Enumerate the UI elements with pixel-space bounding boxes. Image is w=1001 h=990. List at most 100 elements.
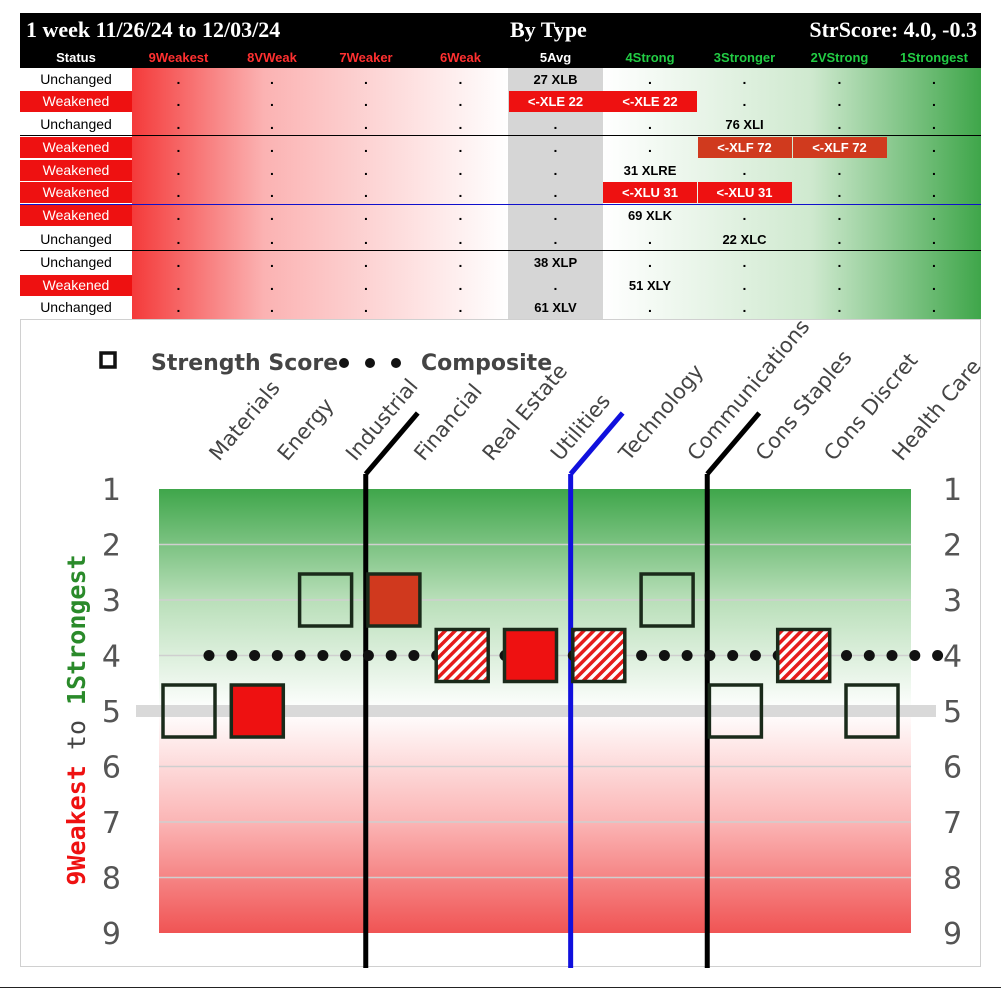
chart-svg: 1 1 2 2 3 3 4 4 5 5 6 6 7 7 8 8 9 9 9Weakest to 1Strongest… <box>62 320 982 968</box>
composite-dot <box>932 650 944 661</box>
empty-cell-dot: . <box>932 299 936 315</box>
empty-cell-dot: . <box>742 277 747 293</box>
y-tick-right: 7 <box>943 806 962 841</box>
empty-cell-dot: . <box>458 71 463 87</box>
empty-cell-dot: . <box>458 277 463 293</box>
empty-cell-dot: . <box>553 184 558 200</box>
y-tick-left: 4 <box>102 640 121 675</box>
group-divider-slant-0 <box>363 411 420 476</box>
average-reference-band <box>136 705 936 717</box>
column-headers: Status 9Weakest 8VWeak 7Weaker 6Weak 5Avg 4Str… <box>20 46 981 68</box>
y-tick-left: 6 <box>102 751 121 786</box>
empty-cell-dot: . <box>270 93 274 109</box>
empty-cell-dot: . <box>837 162 842 178</box>
empty-cell-dot: . <box>364 162 368 178</box>
row-status: Weakened <box>20 205 132 226</box>
empty-cell-dot: . <box>553 231 558 247</box>
composite-dot <box>886 650 898 661</box>
legend-square-icon <box>99 351 117 369</box>
empty-cell-dot: . <box>837 277 842 293</box>
empty-cell-dot: . <box>648 116 652 132</box>
empty-cell-dot: . <box>553 162 558 178</box>
empty-cell-dot: . <box>270 254 274 270</box>
y-tick-right: 4 <box>943 640 962 675</box>
y-tick-left: 2 <box>102 529 121 564</box>
group-divider-slant-2 <box>705 411 762 476</box>
composite-dot <box>317 650 329 661</box>
category-label: Utilities <box>546 389 615 465</box>
strscore-label: StrScore: 4.0, -0.3 <box>809 17 977 42</box>
empty-cell-dot: . <box>458 116 463 132</box>
composite-dot <box>294 650 306 661</box>
column-header-5: 5Avg <box>539 50 572 65</box>
empty-cell-dot: . <box>837 254 842 270</box>
y-tick-left: 7 <box>102 806 121 841</box>
row-status: Unchanged <box>40 71 112 87</box>
ticker-label: 27 XLB <box>533 72 578 87</box>
legend-dot-icon <box>365 358 375 368</box>
empty-cell-dot: . <box>837 116 842 132</box>
empty-cell-dot: . <box>176 116 181 132</box>
ticker-label: <-XLU 31 <box>603 182 697 203</box>
category-label: Communications <box>683 320 815 465</box>
y-axis-title: 9Weakest to 1Strongest <box>62 554 91 885</box>
empty-cell-dot: . <box>932 277 936 293</box>
composite-dot <box>385 650 397 661</box>
composite-dot <box>362 650 374 661</box>
empty-cell-dot: . <box>553 207 558 223</box>
empty-cell-dot: . <box>458 299 463 315</box>
composite-dot <box>681 650 693 661</box>
y-tick-right: 6 <box>943 751 962 786</box>
legend-composite: Composite <box>421 351 552 376</box>
strength-score-marker <box>297 572 354 628</box>
empty-cell-dot: . <box>648 139 652 155</box>
empty-cell-dot: . <box>837 93 842 109</box>
empty-cell-dot: . <box>176 299 181 315</box>
ticker-label: 51 XLY <box>628 278 672 293</box>
strength-score-marker <box>434 627 490 684</box>
ticker-label: <-XLE 22 <box>603 91 697 112</box>
composite-dot <box>658 650 670 661</box>
technology-separator <box>20 204 981 205</box>
empty-cell-dot: . <box>270 207 274 223</box>
row-status: Weakened <box>20 137 132 158</box>
empty-cell-dot: . <box>176 277 181 293</box>
composite-dot <box>636 650 648 661</box>
y-tick-left: 1 <box>102 473 121 508</box>
empty-cell-dot: . <box>553 116 558 132</box>
ticker-label: <-XLF 72 <box>792 137 887 158</box>
empty-cell-dot: . <box>176 254 181 270</box>
ticker-label: 38 XLP <box>533 255 578 270</box>
empty-cell-dot: . <box>742 162 747 178</box>
period-title: 1 week 11/26/24 to 12/03/24 <box>26 17 281 42</box>
empty-cell-dot: . <box>742 71 747 87</box>
table-title: By Type <box>510 17 587 42</box>
empty-cell-dot: . <box>932 184 936 200</box>
row-status: Weakened <box>20 182 132 203</box>
strength-score-marker <box>571 627 627 684</box>
composite-dot <box>863 650 875 661</box>
empty-cell-dot: . <box>176 71 181 87</box>
composite-dot <box>340 650 352 661</box>
column-header-4: 6Weak <box>440 50 481 65</box>
empty-cell-dot: . <box>270 299 274 315</box>
ticker-label: 22 XLC <box>722 232 767 247</box>
strength-score-marker <box>844 683 900 739</box>
composite-dot <box>408 650 420 661</box>
y-tick-left: 5 <box>102 695 121 730</box>
empty-cell-dot: . <box>837 231 842 247</box>
ticker-label: <-XLF 72 <box>697 137 792 158</box>
empty-cell-dot: . <box>553 139 558 155</box>
empty-cell-dot: . <box>364 71 368 87</box>
column-header-9: 1Strongest <box>900 50 968 65</box>
composite-dot <box>841 650 852 661</box>
strength-score-marker <box>366 572 422 628</box>
row-status: Unchanged <box>40 116 112 132</box>
empty-cell-dot: . <box>364 277 368 293</box>
empty-cell-dot: . <box>176 207 181 223</box>
category-label: Energy <box>273 393 339 465</box>
legend-dot-icon <box>391 358 401 368</box>
empty-cell-dot: . <box>742 93 747 109</box>
group-separator-2 <box>20 250 981 251</box>
empty-cell-dot: . <box>837 207 842 223</box>
